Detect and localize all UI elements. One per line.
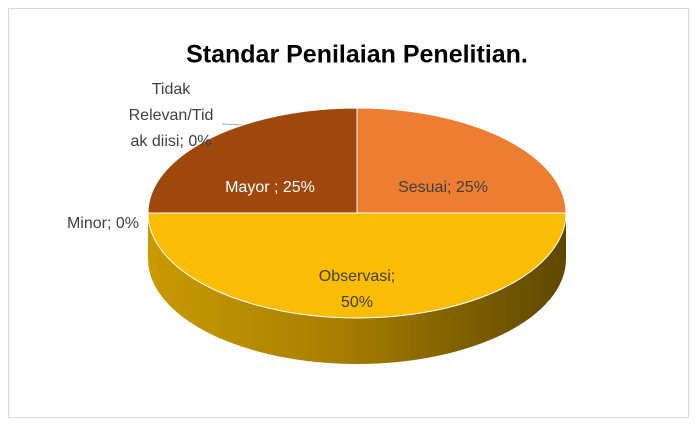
slice: Mayor [147, 107, 358, 214]
data-label: Mayor ; 25% [225, 179, 315, 196]
slice: Sesuai [356, 107, 567, 214]
data-label: Minor; 0% [67, 215, 139, 232]
data-label: Observasi; 50% [319, 268, 395, 311]
data-label: Tidak Relevan/Tid ak diisi; 0% [129, 81, 214, 150]
chart-title: Standar Penilaian Penelitian. [186, 41, 528, 69]
data-label: Sesuai; 25% [398, 179, 488, 196]
slice-side [148, 213, 566, 364]
slice: Observasi [147, 212, 567, 319]
